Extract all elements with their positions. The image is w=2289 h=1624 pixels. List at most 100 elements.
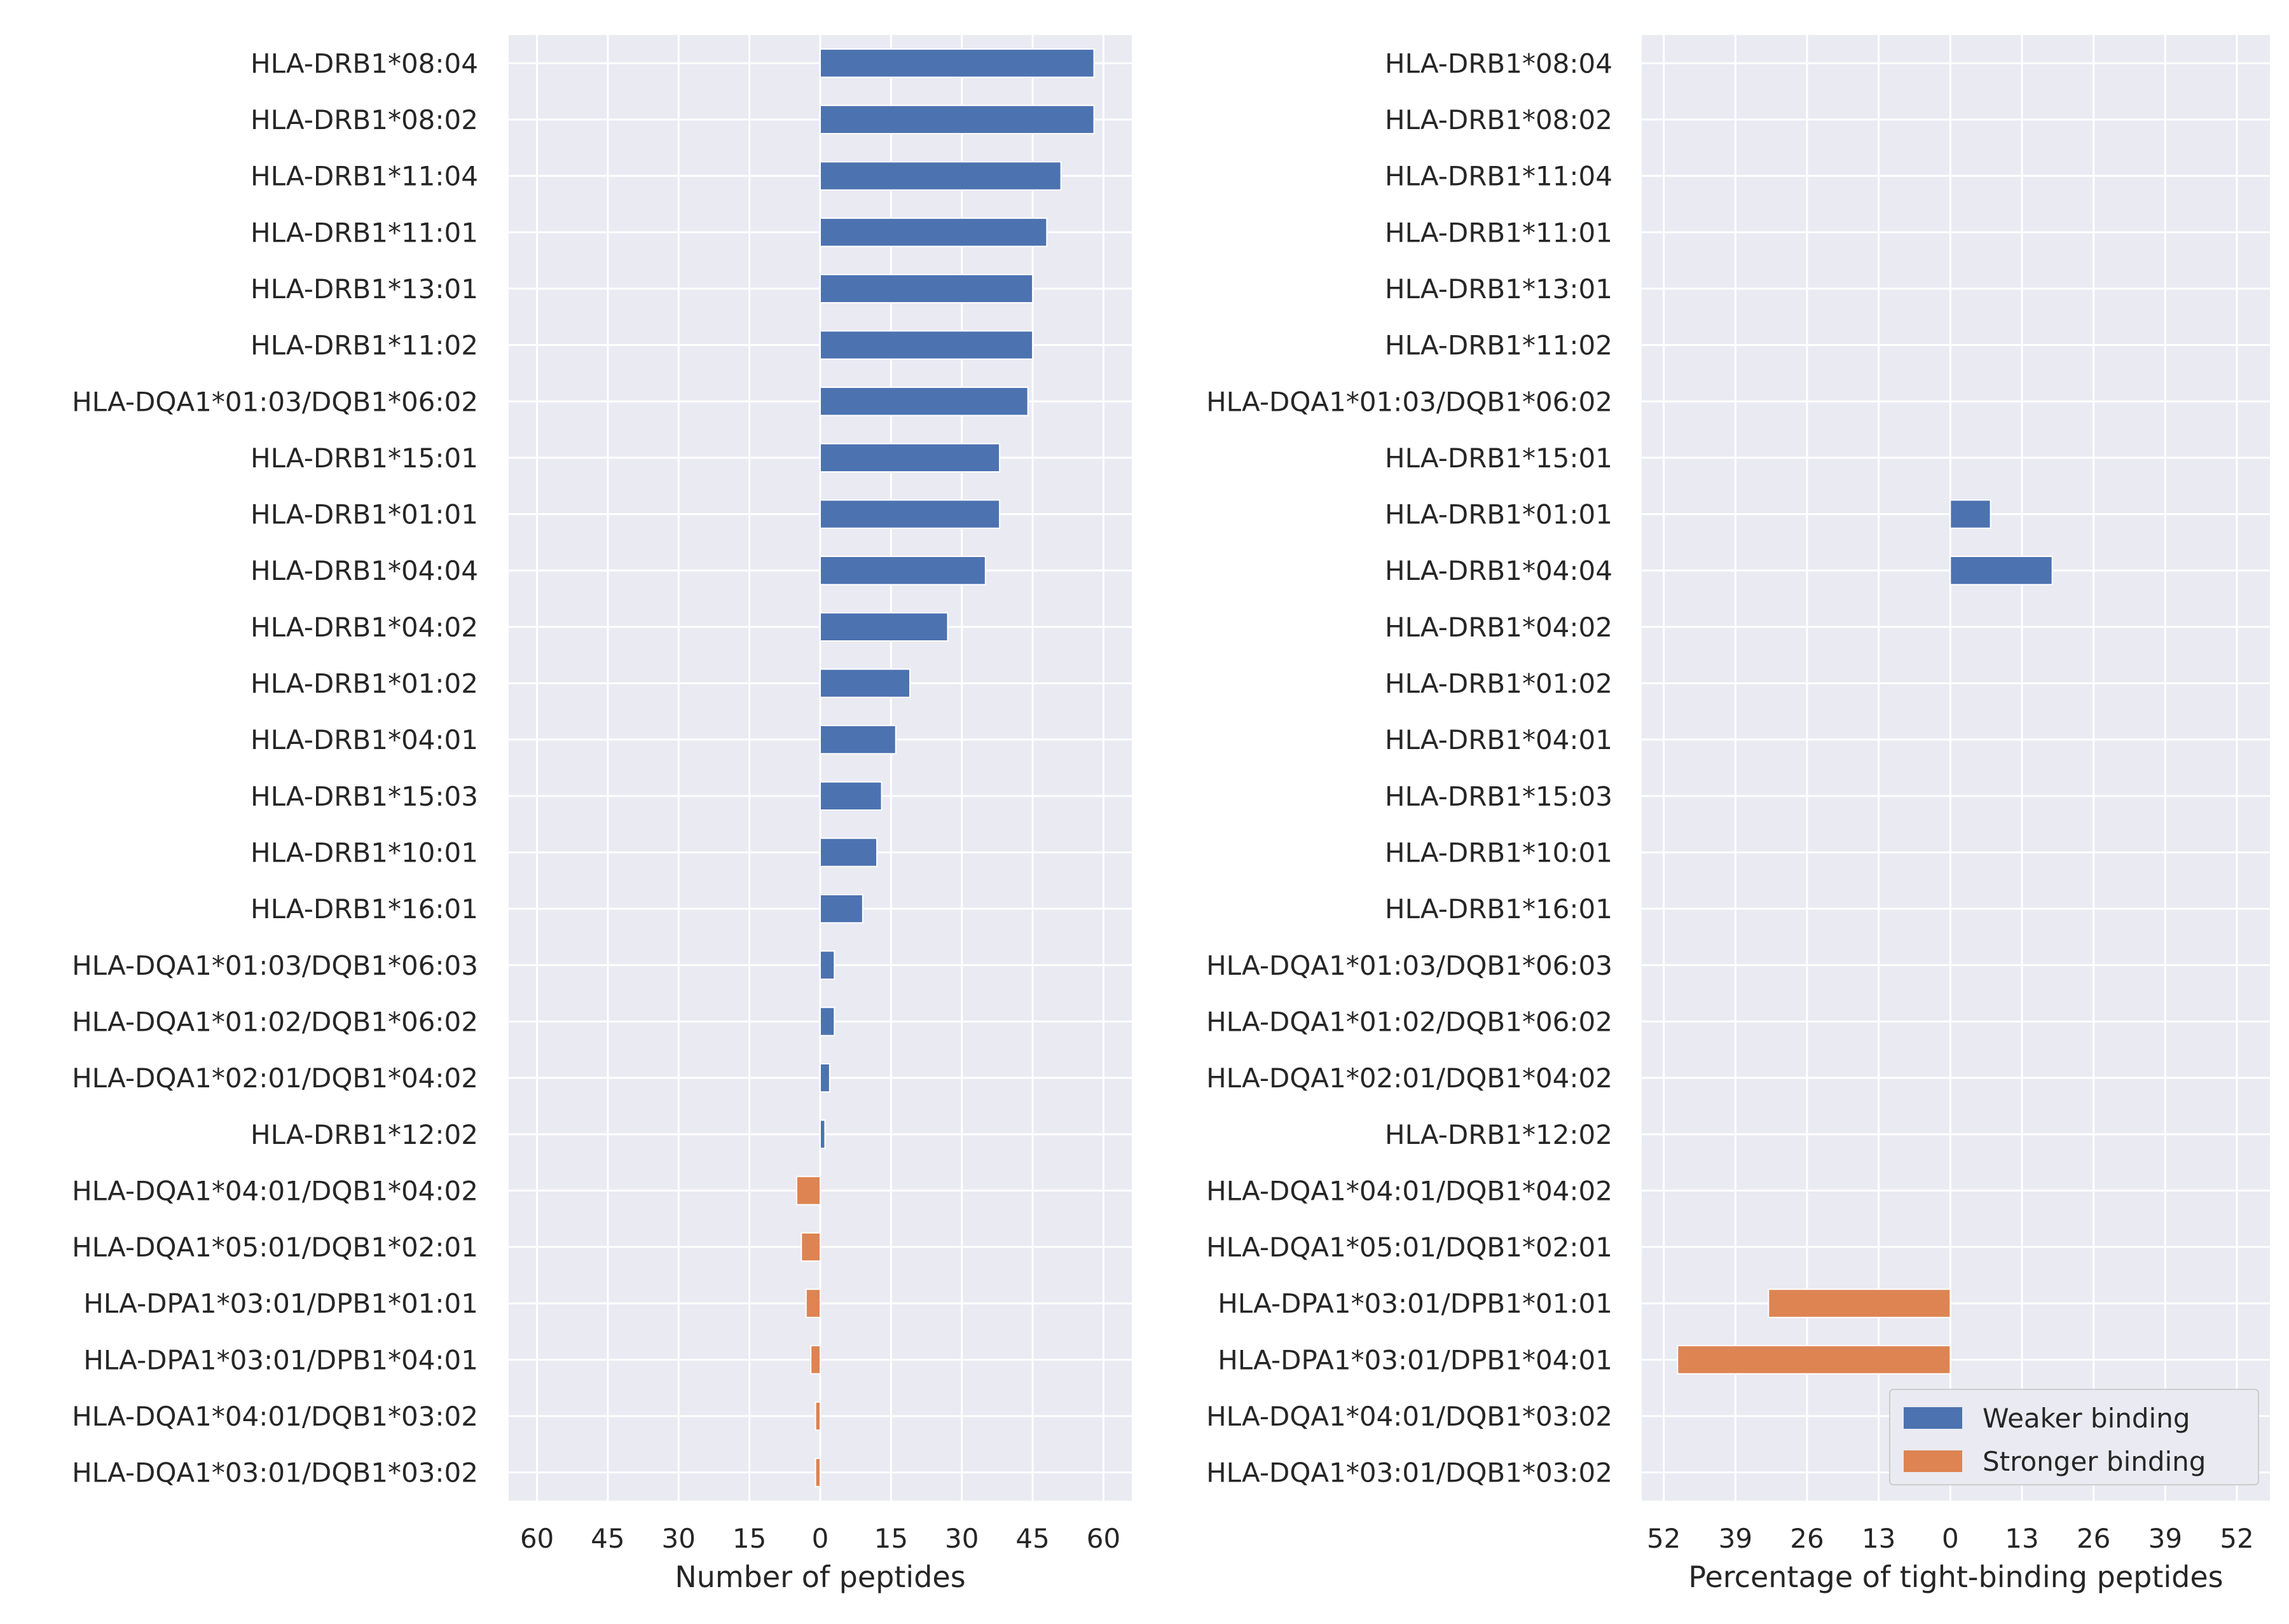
bar	[820, 725, 897, 755]
y-tick-label: HLA-DQA1*04:01/DQB1*04:02	[1206, 1175, 1612, 1206]
y-tick-label: HLA-DRB1*01:01	[251, 499, 478, 530]
x-tick-label: 60	[1087, 1523, 1120, 1554]
bar	[820, 556, 986, 586]
bar	[820, 499, 1001, 529]
y-tick-label: HLA-DQA1*01:03/DQB1*06:02	[1206, 386, 1612, 417]
bar	[820, 837, 878, 867]
bar	[1949, 499, 1991, 529]
x-axis-label: Percentage of tight-binding peptides	[1688, 1560, 2223, 1594]
y-tick-label: HLA-DRB1*15:03	[1385, 781, 1612, 812]
bar	[820, 443, 1001, 473]
y-tick-label: HLA-DRB1*16:01	[251, 893, 478, 925]
y-tick-label: HLA-DQA1*01:02/DQB1*06:02	[72, 1006, 478, 1037]
bar	[820, 612, 949, 642]
bar	[820, 48, 1095, 78]
y-tick-label: HLA-DRB1*13:01	[251, 273, 478, 305]
x-tick-label: 30	[662, 1523, 696, 1554]
y-tick-label: HLA-DRB1*08:04	[1385, 48, 1612, 79]
y-tick-label: HLA-DQA1*05:01/DQB1*02:01	[72, 1232, 478, 1263]
y-tick-label: HLA-DRB1*11:01	[1385, 217, 1612, 248]
y-tick-label: HLA-DRB1*16:01	[1385, 893, 1612, 925]
bar	[820, 104, 1095, 135]
y-tick-label: HLA-DRB1*08:04	[251, 48, 478, 79]
y-tick-label: HLA-DRB1*04:04	[1385, 555, 1612, 586]
x-tick-label: 0	[1942, 1523, 1959, 1554]
x-tick-label: 45	[1015, 1523, 1049, 1554]
bar	[820, 1063, 830, 1093]
y-tick-label: HLA-DRB1*04:02	[1385, 612, 1612, 643]
y-tick-label: HLA-DQA1*03:01/DQB1*03:02	[1206, 1457, 1612, 1489]
y-tick-label: HLA-DRB1*01:02	[251, 668, 478, 699]
bar	[820, 273, 1034, 304]
bar	[820, 161, 1062, 191]
legend-swatch	[1904, 1450, 1962, 1472]
legend-label: Weaker binding	[1983, 1403, 2190, 1434]
bar	[820, 1007, 835, 1036]
bar	[820, 217, 1048, 247]
y-tick-label: HLA-DRB1*04:01	[1385, 724, 1612, 755]
y-tick-label: HLA-DPA1*03:01/DPB1*04:01	[83, 1344, 478, 1375]
y-tick-label: HLA-DRB1*01:01	[1385, 499, 1612, 530]
bar	[820, 1119, 826, 1149]
x-tick-label: 30	[945, 1523, 979, 1554]
y-tick-label: HLA-DRB1*13:01	[1385, 273, 1612, 305]
y-tick-label: HLA-DQA1*02:01/DQB1*04:02	[72, 1063, 478, 1094]
x-tick-label: 0	[812, 1523, 829, 1554]
y-tick-label: HLA-DRB1*10:01	[1385, 837, 1612, 868]
bar	[820, 893, 863, 924]
y-tick-label: HLA-DRB1*11:04	[1385, 161, 1612, 192]
x-tick-label: 26	[2077, 1523, 2110, 1554]
y-tick-label: HLA-DQA1*04:01/DQB1*04:02	[72, 1175, 478, 1206]
x-tick-label: 13	[2005, 1523, 2038, 1554]
x-tick-label: 52	[1647, 1523, 1681, 1554]
chart-panel-2: HLA-DRB1*08:04 HLA-DRB1*08:02 HLA-DRB1*11:…	[1206, 35, 2270, 1594]
bar	[1768, 1288, 1951, 1318]
y-tick-label: HLA-DRB1*12:02	[1385, 1119, 1612, 1150]
y-tick-label: HLA-DRB1*04:01	[251, 724, 478, 755]
y-tick-label: HLA-DRB1*01:02	[1385, 668, 1612, 699]
y-tick-label: HLA-DRB1*10:01	[251, 837, 478, 868]
legend-box	[1889, 1389, 2259, 1485]
y-tick-label: HLA-DQA1*04:01/DQB1*03:02	[72, 1401, 478, 1432]
y-tick-label: HLA-DRB1*11:04	[251, 161, 478, 192]
x-tick-label: 39	[1719, 1523, 1752, 1554]
legend-label: Stronger binding	[1983, 1446, 2206, 1477]
x-tick-label: 13	[1862, 1523, 1895, 1554]
y-tick-label: HLA-DRB1*04:02	[251, 612, 478, 643]
y-tick-label: HLA-DPA1*03:01/DPB1*01:01	[1218, 1288, 1612, 1319]
legend: Weaker binding Stronger binding	[1889, 1389, 2259, 1485]
bar	[795, 1176, 821, 1206]
x-tick-label: 45	[591, 1523, 624, 1554]
bar	[820, 330, 1034, 360]
y-tick-label: HLA-DQA1*01:03/DQB1*06:03	[1206, 950, 1612, 981]
y-tick-label: HLA-DRB1*15:01	[251, 443, 478, 474]
x-tick-label: 39	[2148, 1523, 2182, 1554]
bar	[805, 1288, 821, 1318]
y-tick-label: HLA-DQA1*03:01/DQB1*03:02	[72, 1457, 478, 1489]
legend-swatch	[1904, 1407, 1962, 1429]
bar	[810, 1345, 821, 1375]
y-tick-label: HLA-DRB1*04:04	[251, 555, 478, 586]
x-axis-label: Number of peptides	[675, 1560, 965, 1594]
y-tick-label: HLA-DPA1*03:01/DPB1*04:01	[1218, 1344, 1612, 1375]
y-tick-label: HLA-DRB1*11:02	[1385, 330, 1612, 361]
bar	[820, 781, 883, 811]
y-tick-label: HLA-DRB1*11:02	[251, 330, 478, 361]
y-tick-label: HLA-DQA1*01:03/DQB1*06:02	[72, 386, 478, 417]
y-tick-label: HLA-DQA1*04:01/DQB1*03:02	[1206, 1401, 1612, 1432]
y-tick-label: HLA-DRB1*08:02	[251, 104, 478, 135]
bar	[801, 1232, 821, 1262]
bar	[820, 668, 911, 698]
y-tick-label: HLA-DRB1*11:01	[251, 217, 478, 248]
chart-panel-1: HLA-DRB1*08:04 HLA-DRB1*08:02 HLA-DRB1*11:…	[72, 35, 1132, 1594]
y-tick-label: HLA-DRB1*15:01	[1385, 443, 1612, 474]
y-tick-label: HLA-DQA1*05:01/DQB1*02:01	[1206, 1232, 1612, 1263]
x-tick-label: 60	[520, 1523, 554, 1554]
y-tick-label: HLA-DPA1*03:01/DPB1*01:01	[83, 1288, 478, 1319]
bar	[815, 1457, 821, 1487]
x-tick-label: 15	[732, 1523, 766, 1554]
bar	[820, 950, 835, 980]
bar	[1677, 1345, 1951, 1375]
